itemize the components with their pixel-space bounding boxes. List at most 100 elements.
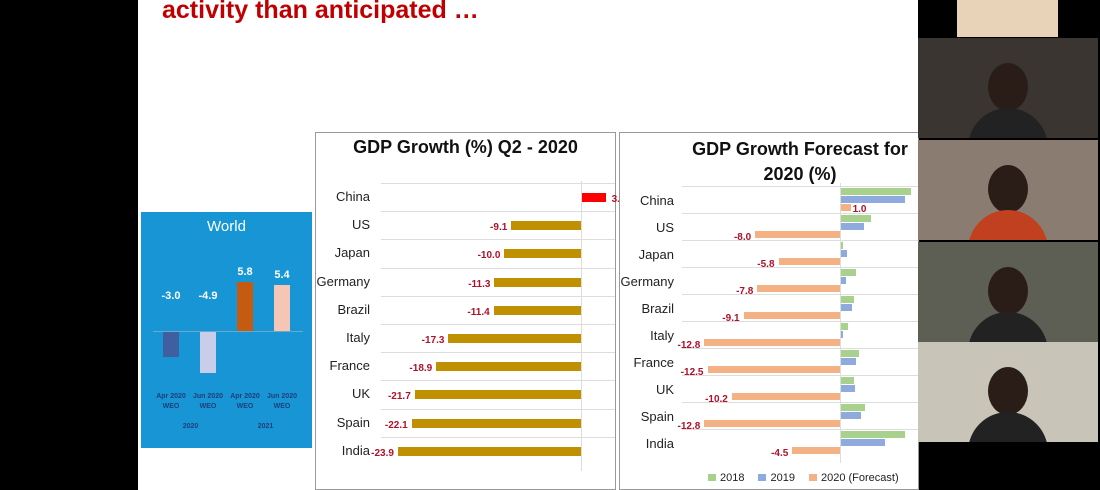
category-label: China: [640, 193, 674, 208]
gridline: [682, 213, 918, 214]
legend-item: 2020 (Forecast): [808, 472, 899, 484]
bar-value-label: -23.9: [371, 447, 394, 459]
bar-us-2018: [840, 215, 871, 222]
bar-italy-2018: [840, 323, 849, 330]
bar-value-label: -11.3: [468, 278, 491, 290]
category-label: US: [351, 217, 370, 233]
participant-video-tile[interactable]: [918, 140, 1098, 240]
bar-us-2020: [755, 231, 840, 238]
bar-value-label: -12.5: [680, 367, 704, 378]
world-bar: [163, 331, 179, 357]
category-label: Italy: [346, 330, 370, 345]
bar-france-2019: [840, 358, 856, 365]
bar-spain-2019: [840, 412, 862, 419]
bar-value-label: -9.1: [722, 313, 740, 324]
participant-video-tile[interactable]: [918, 342, 1098, 442]
gridline: [682, 348, 918, 349]
world-group-label: 2021: [257, 423, 274, 430]
category-label: Japan: [638, 247, 674, 262]
bar-uk-2018: [840, 377, 854, 384]
bar-china: [581, 193, 606, 202]
world-bar-label: Apr 2020: [156, 393, 186, 400]
world-bar-label: WEO: [162, 403, 180, 410]
world-bar-value: -4.9: [198, 290, 218, 302]
category-label: India: [341, 442, 370, 458]
world-bar-label: WEO: [236, 403, 254, 410]
legend-swatch-icon: [808, 474, 817, 481]
bar-uk-2020: [731, 393, 840, 400]
world-bar-value: -3.0: [161, 290, 181, 302]
zero-axis: [840, 183, 841, 463]
gridline: [682, 240, 918, 241]
world-bar-label: WEO: [273, 403, 291, 410]
participant-video-tile[interactable]: [918, 38, 1098, 138]
bar-china-2020: [840, 204, 851, 211]
gridline: [381, 324, 615, 325]
chart-title: GDP Growth Forecast for 2020 (%): [692, 139, 908, 184]
legend-label: 2018: [720, 472, 745, 484]
legend-swatch-icon: [758, 474, 767, 481]
gridline: [381, 408, 615, 410]
shared-video-strip: [957, 0, 1058, 37]
bar-india-2019: [840, 439, 885, 446]
category-label: Brazil: [641, 301, 674, 316]
world-bar-value: 5.4: [274, 269, 290, 282]
bar-spain: [411, 418, 581, 428]
world-bar: [237, 281, 253, 331]
gridline: [381, 211, 615, 213]
bar-japan-2018: [840, 242, 844, 249]
category-label: India: [645, 436, 674, 451]
world-bar-label: Jun 2020: [193, 393, 223, 400]
category-label: Spain: [640, 409, 674, 424]
bar-value-label: -11.4: [467, 306, 490, 318]
chart-legend: 2018 2019 2020 (Forecast): [708, 472, 899, 484]
participant-body: [968, 412, 1048, 442]
legend-label: 2019: [770, 472, 795, 484]
category-label: Germany: [316, 273, 370, 289]
gridline: [381, 352, 615, 354]
bar-value-label: -10.0: [477, 250, 501, 262]
participant-head: [988, 63, 1028, 111]
category-label: Brazil: [337, 301, 370, 317]
category-label: UK: [351, 386, 370, 402]
gridline: [682, 186, 918, 187]
gridline: [682, 267, 918, 268]
bar-brazil-2020: [743, 312, 840, 319]
bar-india: [397, 446, 581, 456]
bar-value-label: -21.7: [387, 391, 411, 403]
category-label: France: [329, 358, 370, 374]
world-axis: [153, 331, 303, 332]
participant-video-tile[interactable]: [918, 242, 1098, 342]
participant-body: [968, 312, 1048, 342]
bar-china-2019: [840, 196, 905, 203]
bar-us: [511, 221, 581, 231]
gridline: [682, 429, 918, 430]
bar-china-2018: [840, 188, 912, 195]
participant-head: [988, 165, 1028, 213]
category-label: Germany: [620, 274, 674, 289]
world-bar-value: 5.8: [237, 265, 253, 278]
bar-value-label: -12.8: [677, 340, 701, 351]
world-bar-label: Apr 2020: [230, 393, 260, 400]
bar-germany-2018: [840, 269, 856, 276]
gdp-forecast-chart: GDP Growth Forecast for 2020 (%) China 1.…: [619, 132, 919, 490]
bar-us-2019: [840, 223, 865, 230]
participant-head: [988, 367, 1028, 415]
gridline: [381, 436, 615, 438]
gridline: [381, 267, 615, 269]
world-group-label: 2020: [182, 423, 199, 430]
gridline: [381, 295, 615, 297]
bar-value-label: -12.8: [677, 421, 701, 432]
bar-brazil: [493, 305, 581, 315]
participant-body: [968, 210, 1048, 240]
gridline: [682, 294, 918, 295]
bar-value-label: -8.0: [733, 232, 752, 243]
bar-germany-2020: [757, 285, 840, 292]
bar-value-label: -17.3: [421, 335, 445, 346]
legend-item: 2019: [758, 472, 795, 484]
bar-value-label: -18.9: [409, 363, 433, 375]
world-chart-title: World: [207, 218, 246, 235]
category-label: China: [336, 189, 370, 204]
bar-brazil-2018: [840, 296, 854, 303]
participant-body: [968, 108, 1048, 138]
